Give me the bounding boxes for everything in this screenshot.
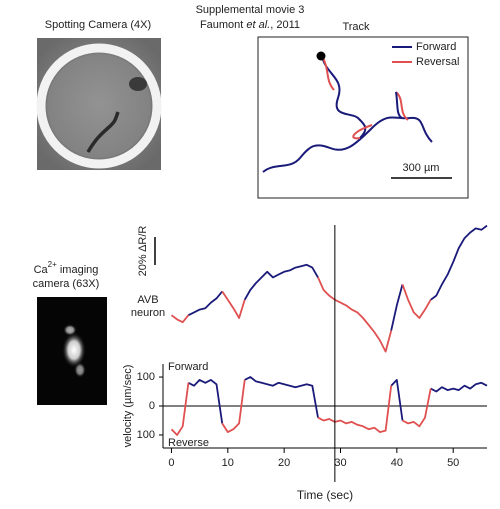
imaging-word: imaging bbox=[57, 264, 99, 276]
y-axis-label: velocity (µm/sec) bbox=[122, 365, 134, 448]
state-label: Reverse bbox=[168, 437, 209, 449]
scale-bar-label: 20% ΔR/R bbox=[137, 226, 149, 277]
ca-label: Ca bbox=[34, 264, 49, 276]
citation-year: , 2011 bbox=[270, 19, 300, 31]
legend-label: Reversal bbox=[416, 56, 459, 68]
trace bbox=[170, 379, 432, 436]
imaging-camera-label: Ca2+ imaging bbox=[34, 260, 99, 276]
x-axis-label: Time (sec) bbox=[297, 488, 353, 502]
track-scale-label: 300 µm bbox=[403, 162, 440, 174]
title: Supplemental movie 3 bbox=[196, 4, 305, 16]
trace bbox=[187, 376, 488, 424]
trace bbox=[170, 277, 432, 353]
x-tick-label: 40 bbox=[391, 457, 403, 469]
ca-charge: 2+ bbox=[48, 260, 57, 269]
citation-author: Faumont bbox=[200, 19, 243, 31]
x-tick-label: 30 bbox=[334, 457, 346, 469]
trace-label: AVB bbox=[137, 294, 158, 306]
citation: Faumont et al., 2011 bbox=[200, 19, 300, 31]
track-frame bbox=[257, 36, 469, 199]
x-tick-label: 0 bbox=[168, 457, 174, 469]
y-tick-label: 0 bbox=[149, 400, 155, 412]
imaging-camera-image bbox=[37, 297, 107, 405]
x-tick-label: 50 bbox=[447, 457, 459, 469]
x-tick-label: 10 bbox=[222, 457, 234, 469]
y-tick-label: 100 bbox=[137, 371, 155, 383]
y-tick-label: 100 bbox=[137, 429, 155, 441]
x-tick-label: 20 bbox=[278, 457, 290, 469]
trace bbox=[187, 224, 488, 331]
track-path bbox=[262, 51, 433, 173]
trace-label: neuron bbox=[131, 307, 165, 319]
state-label: Forward bbox=[168, 361, 208, 373]
citation-etal: et al. bbox=[246, 19, 270, 31]
spotting-camera-label: Spotting Camera (4X) bbox=[45, 19, 151, 31]
imaging-camera-label-2: camera (63X) bbox=[33, 278, 100, 290]
track-title: Track bbox=[342, 21, 370, 33]
spotting-camera-image bbox=[36, 38, 162, 170]
legend-label: Forward bbox=[416, 41, 456, 53]
